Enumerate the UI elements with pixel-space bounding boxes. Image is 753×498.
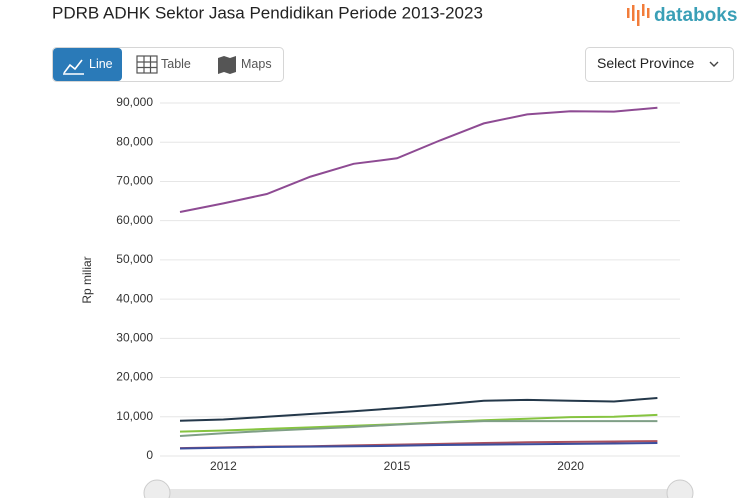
maps-label[interactable]: Maps [241,57,272,71]
slider-handle-left[interactable] [143,479,171,498]
y-tick-label: 40,000 [116,291,153,305]
x-tick-label: 2015 [384,459,411,473]
maps-icon [218,56,236,74]
series-line [179,442,658,450]
range-slider[interactable] [157,489,680,498]
logo: databoks [627,4,737,26]
province-select[interactable] [585,47,734,82]
y-tick-label: 60,000 [116,213,153,227]
line-icon [63,59,83,74]
y-tick-label: 80,000 [116,134,153,148]
line-button[interactable] [53,48,122,81]
series-line [179,420,658,437]
y-tick-label: 30,000 [116,331,153,345]
series-line [179,396,658,422]
x-tick-label: 2020 [557,459,584,473]
table-label[interactable]: Table [161,57,191,71]
plot: 0 10,000 20,000 30,000 40,000 50,000 60,000 70,… [116,95,680,473]
select-label[interactable]: Select Province [597,55,694,71]
y-tick-label: 50,000 [116,252,153,266]
x-tick-label: 2012 [210,459,237,473]
y-tick-label: 70,000 [116,174,153,188]
chevron [709,61,719,67]
y-axis-label: Rp miliar [80,256,94,303]
y-tick-label: 90,000 [116,95,153,109]
y-tick-label: 20,000 [116,370,153,384]
y-tick-label: 10,000 [116,409,153,423]
y-tick-label: 0 [146,448,153,462]
line-label[interactable]: Line [89,57,113,71]
chart-title: PDRB ADHK Sektor Jasa Pendidikan Periode… [52,3,483,22]
slider-handle-right[interactable] [666,479,694,498]
table-icon [136,55,158,74]
series-line [179,106,658,214]
brand: databoks [654,5,737,26]
